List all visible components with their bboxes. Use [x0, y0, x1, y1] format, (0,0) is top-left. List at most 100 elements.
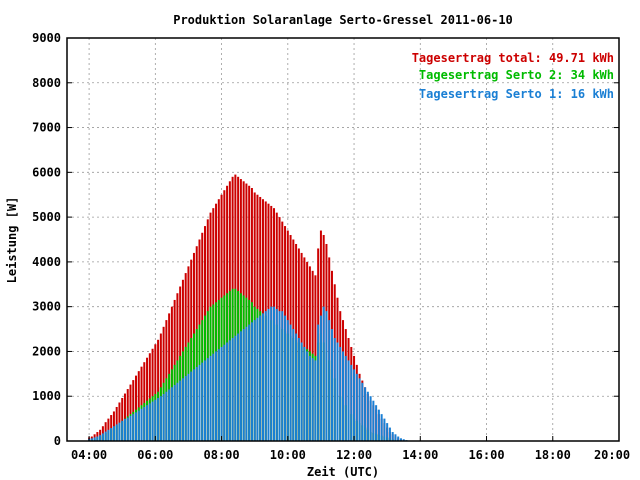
- bar-serto-1: [135, 412, 138, 441]
- y-axis-label: Leistung [W]: [5, 197, 19, 284]
- bar-serto-1: [181, 378, 184, 441]
- bar-serto-1: [364, 387, 367, 441]
- bar-serto-1: [369, 396, 372, 441]
- bar-serto-1: [383, 418, 386, 441]
- bar-serto-1: [226, 342, 229, 441]
- bar-total: [129, 384, 132, 441]
- bar-serto-1: [148, 403, 151, 441]
- bar-serto-1: [386, 423, 389, 441]
- bar-serto-1: [388, 427, 391, 441]
- bar-serto-1: [165, 391, 168, 441]
- bar-serto-1: [201, 362, 204, 441]
- legend: Tagesertrag total: 49.71 kWh Tagesertrag…: [412, 51, 614, 101]
- bar-serto-1: [206, 358, 209, 441]
- bar-total: [118, 402, 121, 441]
- x-tick-label: 04:00: [71, 448, 107, 462]
- bar-serto-1: [140, 408, 143, 441]
- legend-total: Tagesertrag total: 49.71 kWh: [412, 51, 614, 65]
- y-tick-label: 4000: [32, 255, 61, 269]
- bar-total: [107, 418, 110, 441]
- bar-serto-1: [112, 426, 115, 441]
- bar-serto-1: [372, 400, 375, 441]
- bar-serto-1: [96, 436, 99, 441]
- bar-serto-1: [129, 415, 132, 441]
- bar-serto-1: [300, 342, 303, 441]
- bar-serto-1: [297, 338, 300, 441]
- y-tick-label: 3000: [32, 300, 61, 314]
- bar-serto-1: [259, 315, 262, 441]
- bar-total: [148, 353, 151, 441]
- bar-serto-1: [273, 306, 276, 441]
- bar-serto-1: [146, 405, 149, 441]
- x-tick-label: 06:00: [137, 448, 173, 462]
- x-tick-label: 10:00: [270, 448, 306, 462]
- bar-serto-1: [90, 438, 93, 441]
- x-axis-label: Zeit (UTC): [307, 465, 379, 479]
- bar-serto-1: [350, 364, 353, 441]
- bars: [88, 174, 411, 442]
- bar-total: [146, 357, 149, 441]
- bar-total: [132, 380, 135, 441]
- bar-serto-1: [204, 360, 207, 441]
- bar-serto-1: [179, 380, 182, 441]
- x-tick-label: 20:00: [594, 448, 630, 462]
- bar-serto-1: [198, 364, 201, 441]
- y-tick-label: 5000: [32, 210, 61, 224]
- bar-serto-1: [245, 326, 248, 441]
- bar-serto-1: [311, 358, 314, 441]
- bar-serto-1: [157, 398, 160, 441]
- bar-total: [126, 389, 129, 441]
- bar-serto-1: [399, 438, 402, 441]
- bar-serto-1: [239, 331, 242, 441]
- bar-serto-1: [319, 315, 322, 441]
- bar-serto-1: [162, 393, 165, 441]
- bar-total: [154, 344, 157, 441]
- bar-serto-1: [110, 428, 113, 441]
- bar-serto-1: [308, 355, 311, 441]
- bar-serto-1: [253, 320, 256, 441]
- bar-serto-1: [264, 311, 267, 441]
- bar-serto-1: [256, 317, 259, 441]
- bar-serto-1: [333, 338, 336, 441]
- bar-serto-1: [242, 329, 245, 441]
- bar-serto-1: [250, 322, 253, 441]
- x-tick-label: 12:00: [336, 448, 372, 462]
- bar-serto-1: [295, 333, 298, 441]
- bar-serto-1: [339, 346, 342, 441]
- bar-serto-1: [143, 406, 146, 441]
- x-tick-label: 14:00: [402, 448, 438, 462]
- bar-total: [140, 366, 143, 441]
- bar-serto-1: [231, 338, 234, 441]
- bar-serto-1: [154, 399, 157, 441]
- bar-total: [104, 422, 107, 441]
- bar-serto-1: [289, 324, 292, 441]
- bar-serto-1: [190, 371, 193, 441]
- bar-serto-1: [278, 311, 281, 441]
- bar-serto-1: [170, 387, 173, 441]
- y-tick-labels: 0 1000 2000 3000 4000 5000 6000 7000 8000 9000: [32, 31, 619, 448]
- bar-serto-1: [234, 335, 237, 441]
- bar-serto-1: [281, 311, 284, 441]
- bar-serto-1: [184, 376, 187, 441]
- bar-total: [123, 393, 126, 441]
- bar-serto-1: [115, 424, 118, 441]
- bar-serto-1: [303, 346, 306, 441]
- bar-serto-1: [330, 329, 333, 441]
- bar-serto-1: [137, 410, 140, 441]
- chart-title: Produktion Solaranlage Serto-Gressel 201…: [173, 13, 513, 27]
- y-tick-label: 2000: [32, 344, 61, 358]
- bar-serto-1: [284, 315, 287, 441]
- bar-total: [143, 362, 146, 441]
- bar-serto-1: [286, 320, 289, 441]
- bar-serto-1: [328, 320, 331, 441]
- y-tick-label: 7000: [32, 121, 61, 135]
- bar-serto-1: [366, 391, 369, 441]
- bar-serto-1: [306, 351, 309, 441]
- bar-serto-1: [336, 342, 339, 441]
- x-tick-labels: 04:00 06:00 08:00 10:00 12:00 14:00 16:00 18:00…: [71, 436, 630, 462]
- bar-serto-1: [358, 378, 361, 441]
- bar-serto-1: [361, 382, 364, 441]
- bar-serto-1: [212, 353, 215, 441]
- plot-frame: [66, 37, 620, 442]
